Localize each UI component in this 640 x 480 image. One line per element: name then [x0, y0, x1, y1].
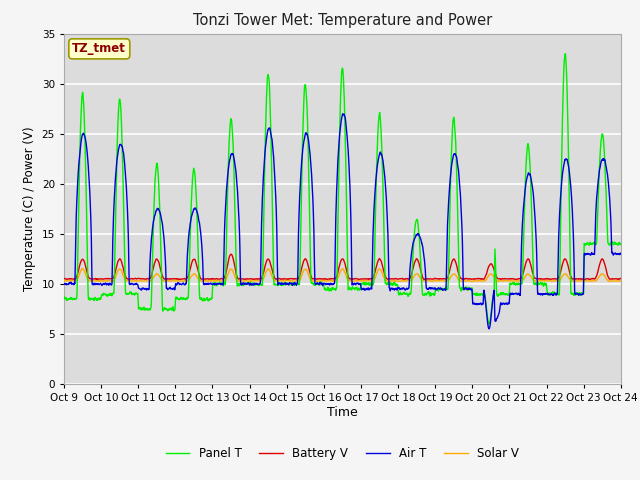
Solar V: [216, 278, 223, 284]
Panel T: [485, 321, 493, 327]
Panel T: [60, 293, 68, 299]
Air T: [60, 281, 68, 287]
X-axis label: Time: Time: [327, 406, 358, 419]
Line: Air T: Air T: [64, 114, 621, 329]
Panel T: [617, 241, 625, 247]
Panel T: [371, 254, 378, 260]
Solar V: [505, 278, 513, 284]
Solar V: [60, 277, 68, 283]
Battery V: [60, 276, 68, 281]
Air T: [617, 251, 625, 257]
Battery V: [580, 277, 588, 283]
Solar V: [584, 278, 591, 284]
Solar V: [371, 276, 379, 281]
Battery V: [227, 252, 235, 257]
Solar V: [468, 278, 476, 284]
Solar V: [359, 278, 367, 284]
Panel T: [358, 281, 366, 287]
Battery V: [371, 270, 379, 276]
Battery V: [359, 276, 367, 282]
Battery V: [568, 276, 575, 281]
Line: Panel T: Panel T: [64, 54, 621, 324]
Battery V: [584, 276, 591, 281]
Air T: [485, 326, 493, 332]
Solar V: [568, 278, 576, 284]
Text: TZ_tmet: TZ_tmet: [72, 42, 126, 55]
Air T: [216, 281, 223, 287]
Air T: [568, 203, 576, 209]
Panel T: [561, 51, 569, 57]
Battery V: [617, 276, 625, 281]
Air T: [505, 300, 513, 306]
Y-axis label: Temperature (C) / Power (V): Temperature (C) / Power (V): [23, 127, 36, 291]
Panel T: [504, 292, 512, 298]
Battery V: [504, 276, 512, 282]
Title: Tonzi Tower Met: Temperature and Power: Tonzi Tower Met: Temperature and Power: [193, 13, 492, 28]
Panel T: [568, 291, 576, 297]
Solar V: [617, 278, 625, 284]
Air T: [584, 251, 591, 256]
Line: Battery V: Battery V: [64, 254, 621, 280]
Panel T: [216, 280, 223, 286]
Legend: Panel T, Battery V, Air T, Solar V: Panel T, Battery V, Air T, Solar V: [161, 443, 524, 465]
Air T: [359, 286, 367, 291]
Air T: [371, 193, 379, 199]
Panel T: [584, 240, 591, 245]
Line: Solar V: Solar V: [64, 268, 621, 281]
Battery V: [216, 276, 223, 282]
Solar V: [79, 265, 86, 271]
Air T: [339, 111, 347, 117]
